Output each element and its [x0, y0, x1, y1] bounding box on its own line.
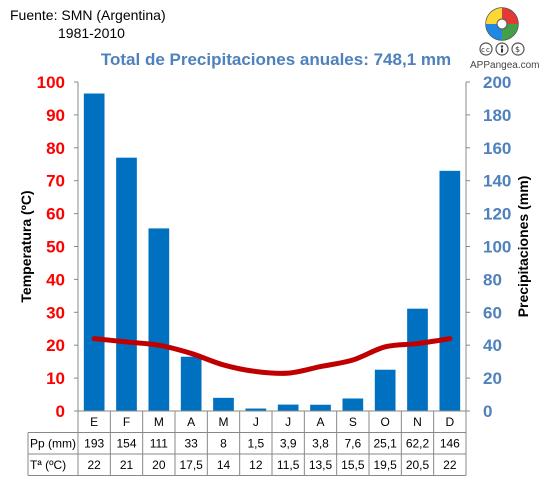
right-tick-label: 80: [483, 270, 502, 289]
temp-value: 22: [87, 458, 101, 472]
source-label: Fuente: SMN (Argentina): [10, 7, 166, 23]
temp-value: 19,5: [373, 458, 397, 472]
temp-value: 11,5: [277, 458, 300, 472]
precip-bar: [277, 404, 299, 411]
chart-title: Total de Precipitaciones anuales: 748,1 …: [100, 50, 452, 69]
month-label: A: [316, 415, 324, 429]
precip-bar: [148, 228, 170, 411]
svg-text:$: $: [515, 45, 521, 54]
temp-value: 12: [249, 458, 263, 472]
month-label: M: [219, 415, 229, 429]
temp-value: 14: [217, 458, 231, 472]
precip-bar: [342, 398, 364, 411]
temp-value: 20,5: [406, 458, 430, 472]
month-label: O: [380, 415, 389, 429]
right-tick-label: 60: [483, 303, 502, 322]
precip-bar: [310, 404, 331, 411]
precip-value: 154: [116, 437, 136, 451]
precip-bar: [245, 408, 267, 411]
right-tick-label: 160: [483, 139, 511, 158]
right-tick-label: 200: [483, 73, 511, 92]
month-label: A: [187, 415, 195, 429]
right-tick-label: 20: [483, 369, 502, 388]
left-tick-label: 90: [46, 106, 65, 125]
temp-value: 17,5: [179, 458, 203, 472]
temp-value: 15,5: [341, 458, 365, 472]
temperature-line: [91, 336, 453, 376]
temp-value: 22: [443, 458, 457, 472]
left-tick-label: 50: [46, 238, 65, 257]
month-label: E: [90, 415, 98, 429]
month-label: M: [154, 415, 164, 429]
left-tick-label: 80: [46, 139, 65, 158]
left-tick-label: 30: [46, 303, 65, 322]
right-tick-label: 100: [483, 238, 511, 257]
month-label: F: [123, 415, 130, 429]
precip-bar: [407, 308, 428, 411]
precip-bar: [439, 170, 461, 411]
month-label: J: [285, 415, 291, 429]
left-tick-label: 70: [46, 172, 65, 191]
left-tick-label: 10: [46, 369, 65, 388]
month-label: D: [445, 415, 454, 429]
right-tick-label: 40: [483, 336, 502, 355]
right-tick-label: 0: [483, 402, 492, 421]
cc-license-icon: cc $: [479, 42, 525, 56]
left-tick-label: 0: [56, 402, 65, 421]
svg-text:cc: cc: [481, 46, 491, 54]
temp-value: 21: [120, 458, 134, 472]
precip-value: 8: [220, 437, 227, 451]
right-tick-label: 180: [483, 106, 511, 125]
left-tick-label: 20: [46, 336, 65, 355]
month-label: N: [413, 415, 422, 429]
precip-value: 111: [150, 437, 169, 451]
brand-label: APPangea.com: [470, 60, 540, 71]
precip-value: 3,8: [312, 437, 329, 451]
right-tick-label: 140: [483, 172, 511, 191]
precip-value: 25,1: [373, 437, 397, 451]
left-tick-label: 100: [37, 73, 65, 92]
temp-value: 13,5: [309, 458, 333, 472]
precip-bar: [83, 93, 105, 411]
precip-bar: [180, 356, 202, 411]
precip-bar: [116, 157, 137, 411]
table-row-header: Pp (mm): [30, 437, 76, 451]
left-tick-label: 40: [46, 270, 65, 289]
month-label: S: [349, 415, 357, 429]
precip-value: 193: [84, 437, 104, 451]
left-axis-title: Temperatura (ºC): [18, 190, 34, 302]
right-tick-label: 120: [483, 205, 511, 224]
left-tick-label: 60: [46, 205, 65, 224]
period-label: 1981-2010: [58, 25, 125, 41]
precip-value: 33: [184, 437, 198, 451]
puzzle-globe-icon: [485, 7, 519, 41]
precip-bar: [213, 397, 234, 411]
temp-value: 20: [152, 458, 166, 472]
right-axis-title: Precipitaciones (mm): [515, 176, 531, 318]
precip-value: 1,5: [247, 437, 264, 451]
table-row-header: Tª (ºC): [30, 458, 66, 472]
precip-value: 146: [440, 437, 460, 451]
precip-value: 7,6: [344, 437, 361, 451]
precip-bar: [374, 369, 396, 411]
precip-value: 62,2: [406, 437, 430, 451]
month-label: J: [253, 415, 259, 429]
precip-value: 3,9: [280, 437, 297, 451]
